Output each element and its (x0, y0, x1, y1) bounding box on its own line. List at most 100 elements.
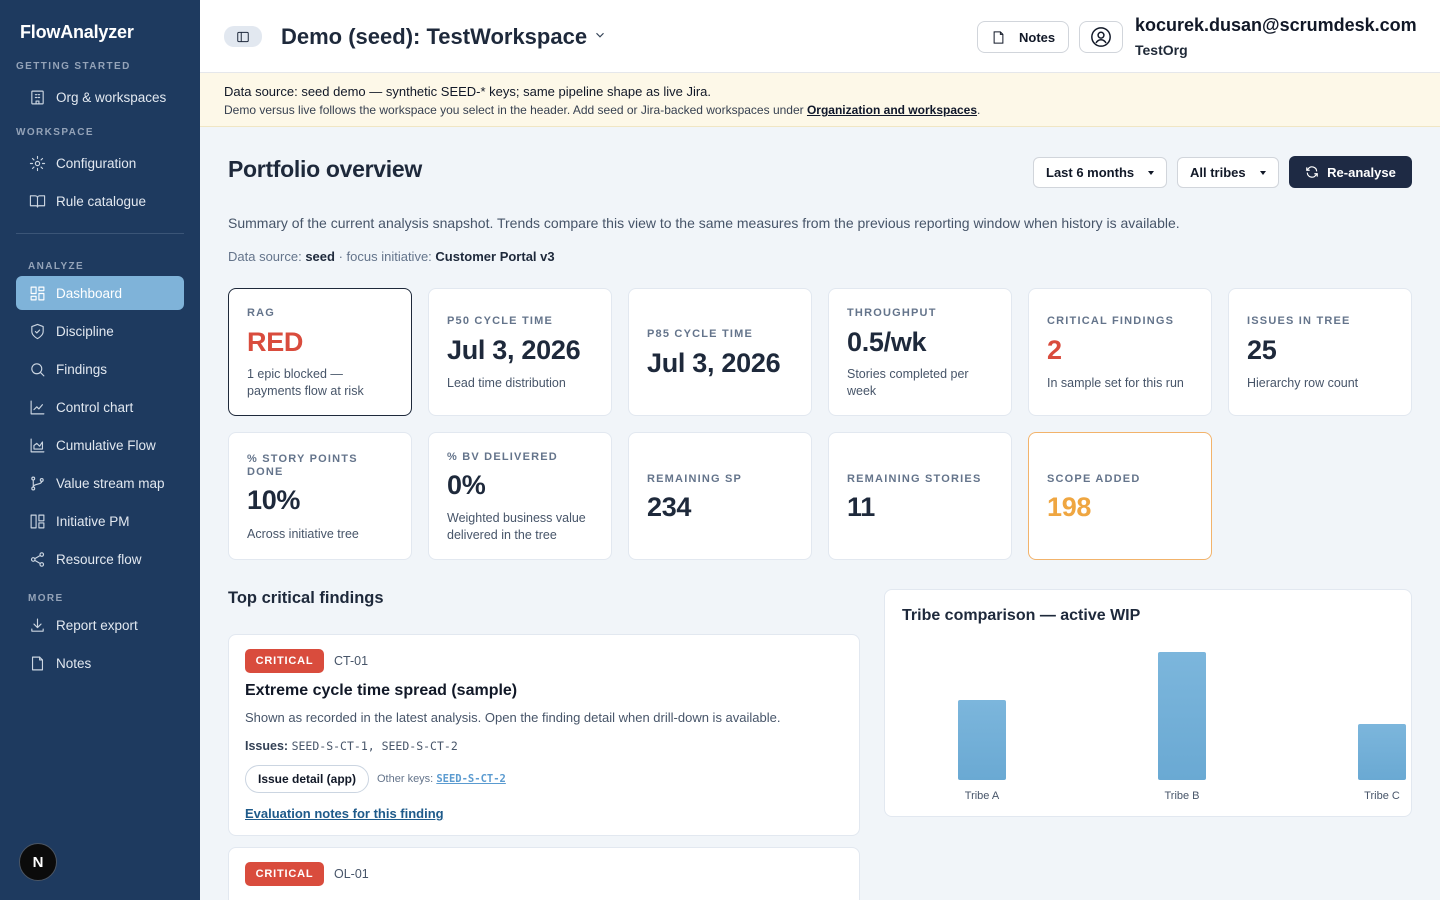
sidebar-item-control-chart[interactable]: Control chart (16, 390, 184, 424)
org-workspaces-link[interactable]: Organization and workspaces (806, 103, 978, 117)
tribe-comparison-chart: Tribe comparison — active WIP Tribe A Tri… (884, 589, 1412, 817)
sidebar-item-configuration[interactable]: Configuration (16, 146, 184, 180)
period-select[interactable]: Last 6 months (1033, 157, 1167, 188)
kpi-card-p50-cycle-time[interactable]: P50 CYCLE TIME Jul 3, 2026 Lead time dis… (428, 288, 612, 416)
kpi-card-remaining-sp[interactable]: REMAINING SP 234 (628, 432, 812, 560)
top-header: Demo (seed): TestWorkspace Notes kocurek… (200, 0, 1440, 73)
kpi-sub: Hierarchy row count (1247, 376, 1359, 390)
kpi-value: 198 (1047, 492, 1092, 522)
sidebar-item-label: Configuration (56, 155, 137, 171)
sidebar-item-label: Findings (56, 361, 108, 377)
kpi-card-bv-delivered[interactable]: % BV DELIVERED 0% Weighted business valu… (428, 432, 612, 560)
data-source-line: Data source: seed · focus initiative: Cu… (228, 249, 555, 264)
kpi-label: ISSUES IN TREE (1247, 315, 1351, 327)
brand-logo[interactable]: FlowAnalyzer (20, 22, 134, 42)
notes-button[interactable]: Notes (977, 21, 1069, 53)
workspace-title[interactable]: Demo (seed): TestWorkspace (281, 24, 588, 49)
issue-detail-button[interactable]: Issue detail (app) (245, 765, 369, 793)
grid-icon (28, 284, 46, 302)
sidebar-item-initiative-pm[interactable]: Initiative PM (16, 504, 184, 538)
kpi-card-throughput[interactable]: THROUGHPUT 0.5/wk Stories completed per … (828, 288, 1012, 416)
kpi-sub: Lead time distribution (447, 376, 566, 390)
bar-tribe-c[interactable] (1358, 724, 1406, 780)
branch-icon (28, 474, 46, 492)
sidebar-divider (16, 233, 184, 234)
sidebar-item-findings[interactable]: Findings (16, 352, 184, 386)
page-title: Portfolio overview (228, 156, 422, 182)
summary-text: Summary of the current analysis snapshot… (228, 215, 1180, 231)
kpi-card-critical-findings[interactable]: CRITICAL FINDINGS 2 In sample set for th… (1028, 288, 1212, 416)
bar-tribe-b[interactable] (1158, 652, 1206, 780)
user-menu-button[interactable] (1079, 21, 1123, 53)
n-badge-button[interactable]: N (19, 843, 57, 881)
kpi-value: 2 (1047, 335, 1062, 365)
kpi-card-issues-in-tree[interactable]: ISSUES IN TREE 25 Hierarchy row count (1228, 288, 1412, 416)
kpi-label: P85 CYCLE TIME (647, 328, 754, 340)
kpi-sub: 1 epic blocked — payments flow at risk (247, 367, 364, 398)
user-email: kocurek.dusan@scrumdesk.com (1135, 15, 1417, 35)
finding-id: CT-01 (334, 654, 369, 668)
x-tick-label: Tribe C (1364, 790, 1400, 802)
kpi-card-rag[interactable]: RAG RED 1 epic blocked — payments flow a… (228, 288, 412, 416)
share-icon (28, 550, 46, 568)
kpi-label: % STORY POINTS DONE (247, 453, 358, 478)
sidebar-item-discipline[interactable]: Discipline (16, 314, 184, 348)
search-icon (28, 360, 46, 378)
kpi-value: 0.5/wk (847, 327, 927, 357)
sidebar-item-label: Cumulative Flow (56, 437, 156, 453)
other-key-link[interactable]: SEED-S-CT-2 (436, 773, 506, 785)
sidebar-item-label: Report export (56, 617, 138, 633)
sidebar-item-label: Notes (56, 655, 92, 671)
sidebar-toggle-button[interactable] (224, 26, 262, 47)
chevron-down-icon[interactable] (593, 28, 607, 47)
notes-button-label: Notes (1019, 29, 1056, 45)
banner-subtext-prefix: Demo versus live follows the workspace y… (224, 103, 807, 117)
line-chart-icon (28, 398, 46, 416)
reanalyse-button[interactable]: Re-analyse (1289, 156, 1412, 188)
kpi-card-p85-cycle-time[interactable]: P85 CYCLE TIME Jul 3, 2026 (628, 288, 812, 416)
issues-keys: SEED-S-CT-1, SEED-S-CT-2 (291, 739, 458, 753)
sidebar-item-report-export[interactable]: Report export (16, 608, 184, 642)
focus-prefix: · focus initiative: (334, 249, 436, 264)
banner-text: Data source: seed demo — synthetic SEED-… (224, 84, 712, 99)
kpi-label: REMAINING SP (647, 473, 743, 485)
other-keys-label: Other keys: (377, 773, 434, 785)
download-icon (28, 616, 46, 634)
kpi-card-scope-added[interactable]: SCOPE ADDED 198 (1028, 432, 1212, 560)
gear-icon (28, 154, 46, 172)
file-icon (28, 654, 46, 672)
kpi-value: RED (247, 327, 304, 357)
sidebar-item-label: Initiative PM (56, 513, 130, 529)
tribe-select-value: All tribes (1190, 165, 1246, 180)
period-select-value: Last 6 months (1046, 165, 1135, 180)
sidebar: FlowAnalyzer GETTING STARTED Org & works… (0, 0, 200, 900)
finding-card: CRITICAL CT-01 Extreme cycle time spread… (228, 634, 860, 836)
caret-down-icon (1148, 171, 1154, 175)
section-label-workspace: WORKSPACE (16, 127, 94, 138)
sidebar-item-dashboard[interactable]: Dashboard (16, 276, 184, 310)
issues-label: Issues: (245, 739, 289, 753)
bar-tribe-a[interactable] (958, 700, 1006, 780)
tribe-select[interactable]: All tribes (1177, 157, 1279, 188)
chart-canvas: Tribe A Tribe B Tribe C (958, 652, 1406, 802)
datasource-value: seed (305, 249, 335, 264)
sidebar-item-rule-catalogue[interactable]: Rule catalogue (16, 184, 184, 218)
kpi-card-remaining-stories[interactable]: REMAINING STORIES 11 (828, 432, 1012, 560)
caret-down-icon (1260, 171, 1266, 175)
sidebar-item-label: Resource flow (56, 551, 142, 567)
sidebar-item-org-workspaces[interactable]: Org & workspaces (16, 80, 184, 114)
sidebar-item-resource-flow[interactable]: Resource flow (16, 542, 184, 576)
x-tick-label: Tribe B (1164, 790, 1199, 802)
banner-subtext: Demo versus live follows the workspace y… (224, 103, 980, 117)
reanalyse-label: Re-analyse (1327, 164, 1396, 180)
sidebar-item-notes[interactable]: Notes (16, 646, 184, 680)
evaluation-notes-link[interactable]: Evaluation notes for this finding (245, 806, 444, 821)
kpi-label: % BV DELIVERED (447, 451, 558, 463)
sidebar-item-value-stream-map[interactable]: Value stream map (16, 466, 184, 500)
kpi-value: Jul 3, 2026 (447, 335, 581, 365)
sidebar-item-label: Discipline (56, 323, 114, 339)
kpi-label: THROUGHPUT (847, 307, 937, 319)
kpi-card-story-points-done[interactable]: % STORY POINTS DONE 10% Across initiativ… (228, 432, 412, 560)
sidebar-item-cumulative-flow[interactable]: Cumulative Flow (16, 428, 184, 462)
datasource-prefix: Data source: (228, 249, 306, 264)
